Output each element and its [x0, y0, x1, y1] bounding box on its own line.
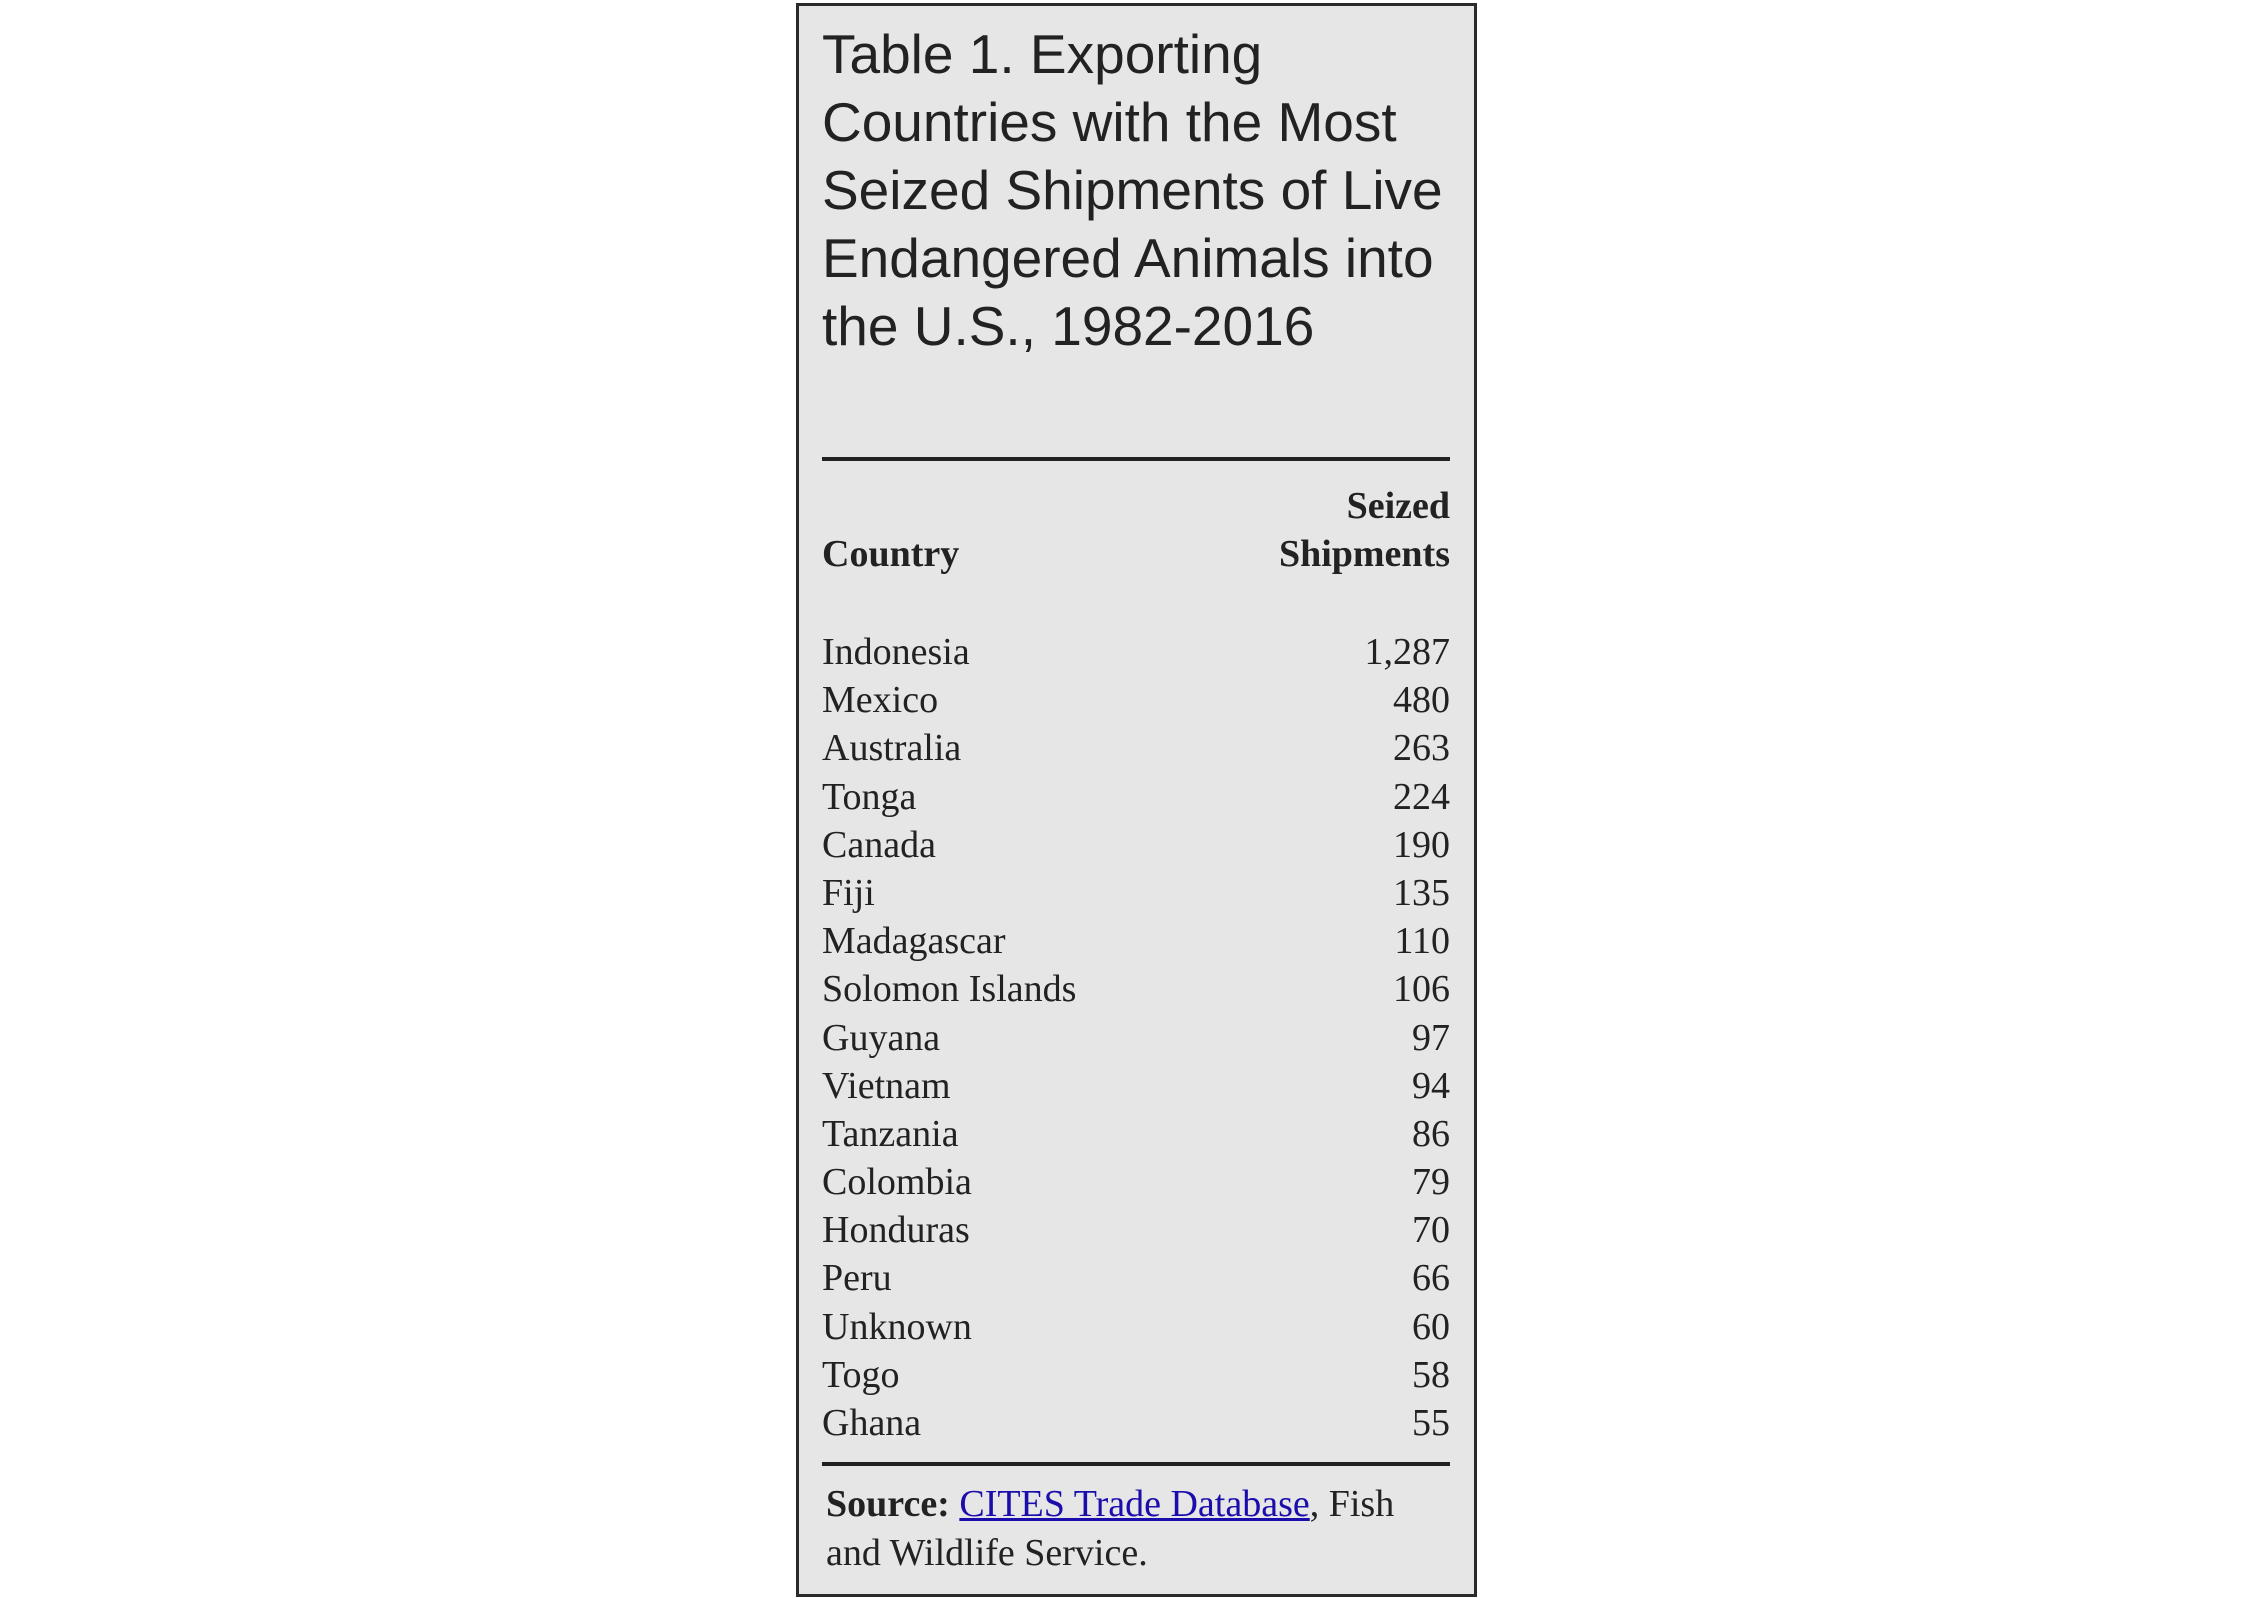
table-row: Colombia 79 — [822, 1158, 1450, 1206]
country: Solomon Islands — [822, 968, 1077, 1011]
country: Tanzania — [822, 1112, 959, 1155]
country: Australia — [822, 727, 962, 770]
table-row: Vietnam 94 — [822, 1062, 1450, 1110]
country: Ghana — [822, 1402, 922, 1444]
rule — [822, 457, 1450, 461]
table-row: Peru 66 — [822, 1254, 1450, 1302]
seized-count: 224 — [1393, 775, 1450, 818]
country: Vietnam — [822, 1064, 951, 1107]
country: Honduras — [822, 1209, 970, 1252]
seized-count: 263 — [1393, 727, 1450, 770]
seized-count: 79 — [1412, 1161, 1450, 1204]
source-note: Source: CITES Trade Database, Fish and W… — [826, 1480, 1451, 1578]
country: Fiji — [822, 871, 875, 914]
seized-count: 60 — [1412, 1305, 1450, 1348]
table-row: Mexico 480 — [822, 676, 1450, 724]
table-row: Solomon Islands 106 — [822, 965, 1450, 1013]
seized-count: 97 — [1412, 1016, 1450, 1059]
country: Madagascar — [822, 920, 1006, 963]
seized-count: 106 — [1393, 968, 1450, 1011]
table-row: Guyana 97 — [822, 1014, 1450, 1062]
table-row: Ghana 55 — [822, 1399, 1450, 1447]
table-row: Tonga 224 — [822, 773, 1450, 821]
table-title: Table 1. Exporting Countries with the Mo… — [822, 23, 1443, 357]
table-row: Canada 190 — [822, 821, 1450, 869]
seized-count: 480 — [1393, 679, 1450, 722]
country: Guyana — [822, 1016, 941, 1059]
seized-count: 66 — [1412, 1257, 1450, 1300]
table-card: Table 1. Exporting Countries with the Mo… — [796, 3, 1477, 1597]
seized-count: 1,287 — [1364, 631, 1451, 673]
seized-count: 58 — [1412, 1353, 1450, 1396]
table-row: Australia 263 — [822, 724, 1450, 772]
seized-count: 110 — [1394, 920, 1450, 963]
country: Canada — [822, 823, 936, 866]
table-row: Indonesia 1,287 — [822, 628, 1450, 676]
country: Tonga — [822, 775, 917, 818]
country: Colombia — [822, 1161, 972, 1204]
country: Mexico — [822, 679, 939, 722]
table-body: Indonesia 1,287 Mexico 480 Australia 263 Tonga… — [822, 628, 1450, 1447]
table-row: Unknown 60 — [822, 1303, 1450, 1351]
seized-count: 94 — [1412, 1064, 1450, 1107]
rule — [822, 1462, 1450, 1466]
seized-count: 190 — [1393, 823, 1450, 866]
seized-count: 55 — [1412, 1402, 1450, 1444]
column-header: Seized Shipments — [1278, 485, 1450, 575]
column-header: Country — [822, 533, 960, 575]
seized-count: 135 — [1393, 871, 1450, 914]
seized-count: 86 — [1412, 1112, 1450, 1155]
source-label: Source: — [826, 1483, 950, 1525]
country: Togo — [822, 1353, 900, 1396]
country: Indonesia — [822, 631, 970, 673]
country: Unknown — [822, 1305, 972, 1348]
seized-count: 70 — [1412, 1209, 1450, 1252]
country: Peru — [822, 1257, 892, 1300]
source-link[interactable]: CITES Trade Database — [959, 1483, 1310, 1525]
table-row: Madagascar 110 — [822, 917, 1450, 965]
table-row: Honduras 70 — [822, 1206, 1450, 1254]
source-text: , Fish and Wildlife Service. — [826, 1483, 1395, 1574]
table-row: Fiji 135 — [822, 869, 1450, 917]
table-row: Tanzania 86 — [822, 1110, 1450, 1158]
table-row: Togo 58 — [822, 1351, 1450, 1399]
